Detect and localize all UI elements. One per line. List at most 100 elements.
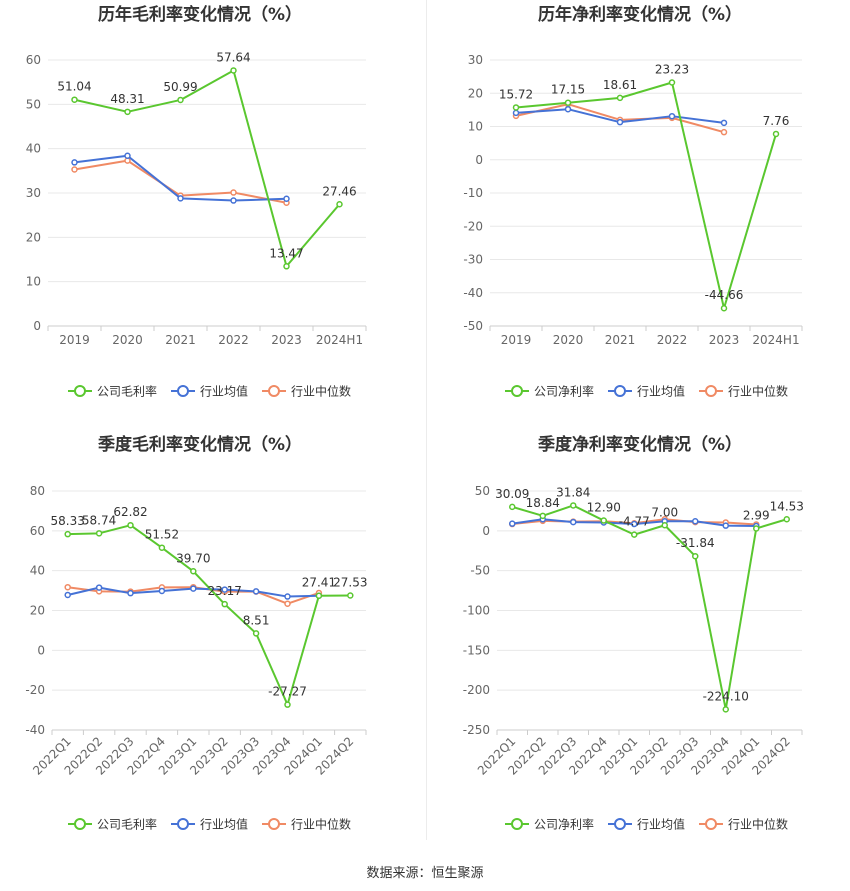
legend-label: 行业中位数 (291, 817, 351, 832)
legend-marker-icon (268, 818, 280, 830)
data-point (284, 600, 291, 607)
data-source-note: 数据来源：恒生聚源 (366, 866, 484, 881)
data-label: 39.70 (176, 551, 210, 565)
legend-marker-icon (614, 818, 626, 830)
x-tick-label: 2022 (657, 333, 688, 347)
data-point (315, 592, 323, 599)
data-point (230, 189, 237, 196)
legend-marker-icon (705, 385, 717, 397)
data-point (600, 517, 607, 524)
legend-item[interactable]: 公司净利率 (505, 817, 594, 832)
y-tick-label: 30 (26, 186, 41, 200)
y-tick-label: -200 (463, 683, 490, 697)
data-label: 15.72 (499, 87, 533, 101)
y-tick-label: -150 (463, 643, 490, 657)
y-tick-label: 20 (26, 230, 41, 244)
data-point (668, 112, 676, 120)
legend-item[interactable]: 公司净利率 (505, 384, 594, 399)
legend-marker-icon (268, 385, 280, 397)
legend-item[interactable]: 行业均值 (171, 384, 248, 399)
data-point (692, 552, 699, 560)
legend-item[interactable]: 行业中位数 (699, 384, 788, 399)
data-point (190, 568, 197, 575)
legend-marker-icon (705, 818, 717, 830)
data-point (783, 516, 790, 523)
data-point (190, 585, 197, 592)
data-point (230, 197, 237, 204)
data-label: 13.47 (269, 246, 303, 260)
data-label: 50.99 (163, 80, 197, 94)
data-label: -4.77 (619, 515, 650, 529)
data-point (124, 108, 131, 116)
data-label: 27.41 (302, 576, 336, 590)
data-point (661, 522, 668, 529)
legend-item[interactable]: 行业均值 (608, 384, 685, 399)
data-label: 18.61 (603, 78, 637, 92)
data-label: -224.10 (703, 689, 749, 703)
data-label: 23.23 (655, 63, 689, 77)
x-tick-label: 2024H1 (752, 333, 799, 347)
legend-item[interactable]: 行业均值 (171, 817, 248, 832)
legend-item[interactable]: 公司毛利率 (68, 817, 157, 832)
legend-item[interactable]: 行业均值 (608, 817, 685, 832)
series-line-company (74, 69, 341, 268)
y-tick-label: 80 (30, 484, 45, 498)
y-tick-label: 0 (33, 319, 41, 333)
data-point (64, 530, 71, 538)
data-label: 23.17 (208, 584, 242, 598)
data-label: 62.82 (113, 505, 147, 519)
data-point (347, 592, 354, 599)
data-point (177, 96, 184, 104)
legend-label: 公司净利率 (534, 384, 594, 399)
legend-item[interactable]: 行业中位数 (699, 817, 788, 832)
data-point (720, 128, 728, 136)
data-point (177, 195, 184, 202)
y-tick-label: 60 (26, 53, 41, 67)
data-point (772, 130, 780, 138)
chart-2: 历年净利率变化情况（%） -50 -40 -30 -20 -10 0 10 20 30 2019 20… (463, 4, 803, 399)
series-line-company (67, 524, 351, 706)
data-label: 14.53 (770, 499, 804, 513)
data-point (95, 584, 103, 591)
data-label: 27.53 (333, 576, 367, 590)
data-point (230, 67, 237, 74)
data-point (509, 520, 516, 527)
data-point (71, 166, 78, 173)
series-line-company (515, 81, 777, 310)
legend-label: 行业中位数 (728, 817, 788, 832)
legend-label: 公司净利率 (534, 817, 594, 832)
legend-marker-icon (74, 818, 86, 830)
data-point (722, 706, 729, 713)
x-tick-label: 2020 (553, 333, 584, 347)
y-tick-label: -20 (463, 219, 483, 233)
legend-marker-icon (511, 385, 523, 397)
data-point (221, 600, 228, 608)
y-tick-label: -250 (463, 723, 490, 737)
legend-label: 行业均值 (200, 817, 248, 832)
y-tick-label: 0 (475, 153, 483, 167)
data-point (158, 544, 166, 551)
data-point (509, 503, 516, 511)
data-point (252, 630, 260, 637)
data-point (221, 586, 228, 593)
data-point (753, 525, 760, 532)
x-tick-label: 2020 (112, 333, 143, 347)
legend-item[interactable]: 行业中位数 (262, 817, 351, 832)
y-tick-label: 10 (26, 275, 41, 289)
chart-title: 历年净利率变化情况（%） (538, 4, 742, 25)
data-point (720, 304, 728, 312)
data-point (668, 79, 676, 86)
data-point (284, 701, 291, 708)
legend-item[interactable]: 公司毛利率 (68, 384, 157, 399)
data-point (127, 521, 134, 529)
data-label: 31.84 (556, 485, 590, 499)
y-tick-label: 50 (26, 97, 41, 111)
legend-item[interactable]: 行业中位数 (262, 384, 351, 399)
data-point (64, 591, 71, 599)
data-point (720, 119, 728, 127)
y-tick-label: -10 (463, 186, 483, 200)
chart-title: 季度净利率变化情况（%） (538, 434, 742, 455)
data-label: 58.33 (51, 514, 85, 528)
y-tick-label: 40 (30, 564, 45, 578)
data-label: 58.74 (82, 513, 116, 527)
